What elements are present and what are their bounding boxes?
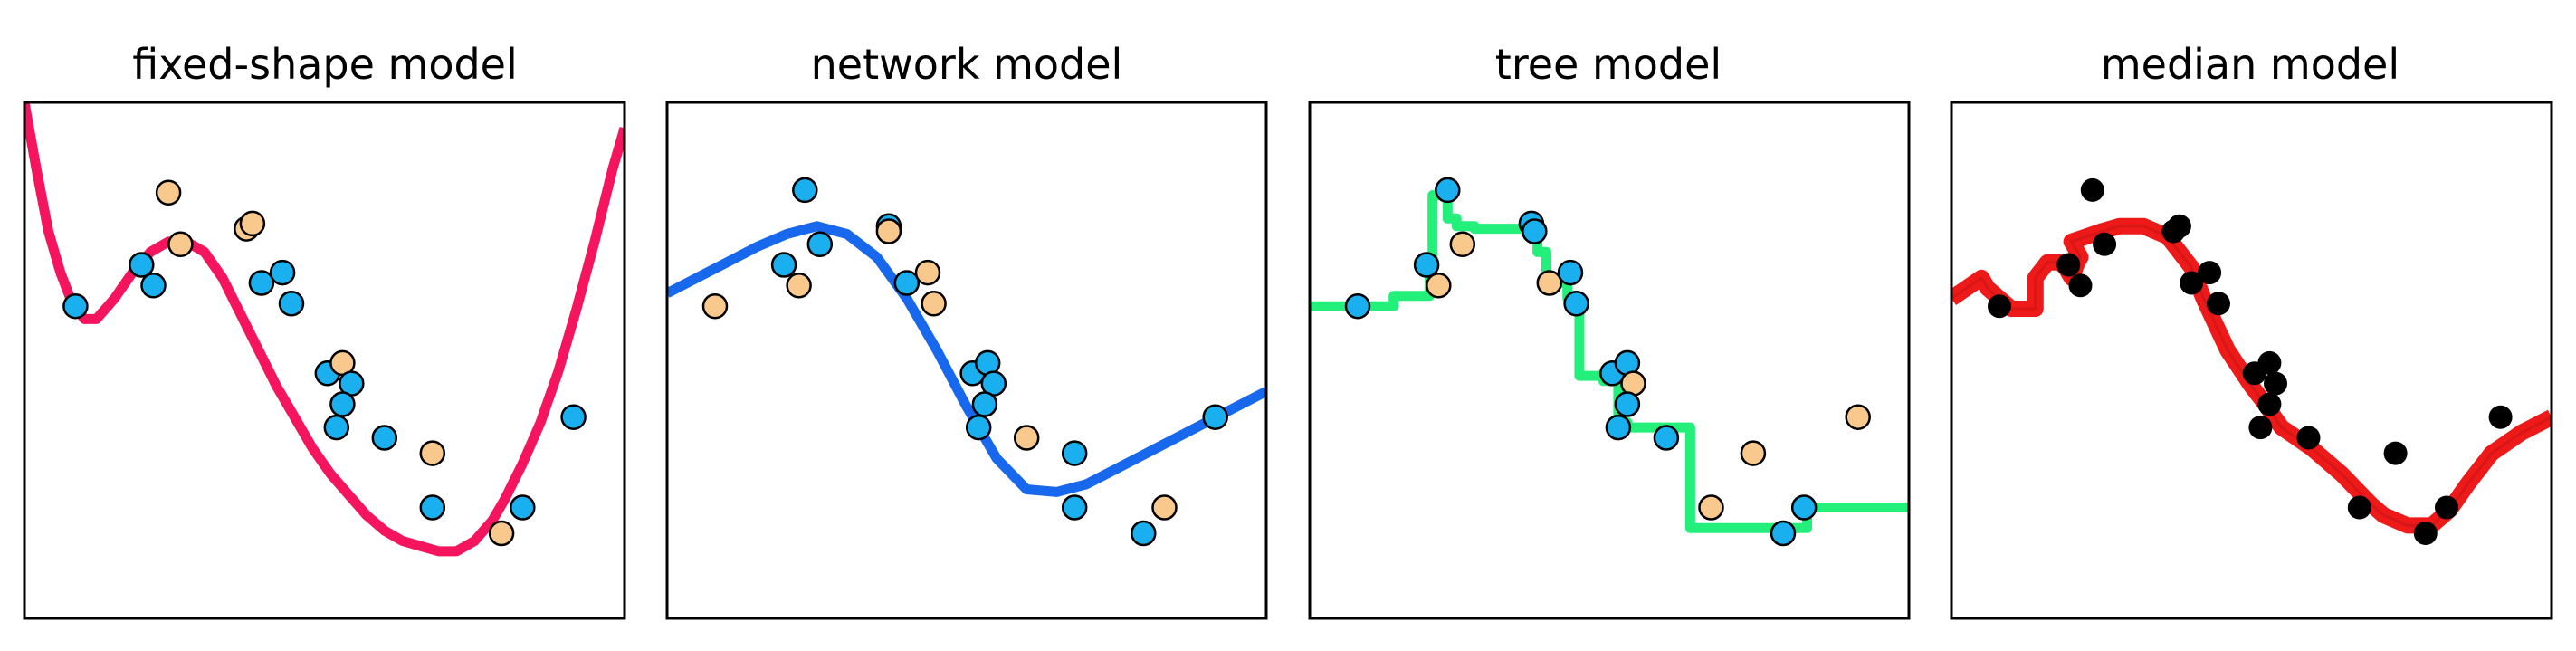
panel-median-model: median model (1950, 40, 2553, 620)
data-point (560, 404, 587, 430)
data-point (1426, 273, 1452, 299)
data-point (2257, 392, 2282, 416)
plot-content (1951, 177, 2552, 545)
model-line (24, 102, 625, 557)
data-point (1522, 218, 1548, 244)
data-point (2347, 495, 2371, 520)
data-point (140, 273, 167, 299)
axes-frame (665, 101, 1268, 620)
data-point (1344, 292, 1371, 320)
data-point (770, 252, 797, 278)
data-point (2056, 253, 2081, 277)
data-point (965, 414, 992, 441)
data-point (914, 259, 941, 286)
data-point (1988, 294, 2011, 319)
data-point (129, 252, 155, 278)
plot-content (1310, 177, 1909, 547)
data-point (701, 292, 729, 320)
data-point (1435, 177, 1461, 204)
data-point (62, 292, 89, 320)
plot-content (667, 177, 1266, 547)
data-point (2264, 371, 2287, 396)
data-point (1770, 520, 1797, 547)
data-point (2257, 350, 2282, 375)
data-point (1614, 391, 1641, 417)
data-point (1536, 270, 1563, 296)
axes-frame (1950, 101, 2553, 620)
data-point (1653, 425, 1680, 451)
data-point (792, 177, 818, 204)
panel-fixed-shape-model: fixed-shape model (23, 40, 626, 620)
plot-area (665, 101, 1268, 620)
data-point (2068, 273, 2093, 298)
axes-frame (23, 101, 626, 620)
data-point (2161, 219, 2186, 244)
data-point (2383, 441, 2408, 465)
panel-title: median model (2101, 40, 2399, 89)
data-point (488, 520, 515, 547)
data-point (1563, 291, 1589, 317)
data-point (167, 231, 194, 258)
axes-frame (1308, 101, 1911, 620)
data-point (2488, 405, 2513, 429)
data-point (1845, 404, 1871, 430)
data-point (371, 425, 398, 451)
data-point (1449, 231, 1476, 258)
data-point (1061, 440, 1088, 466)
model-line (1951, 217, 2552, 534)
data-point (875, 218, 902, 244)
data-point (248, 270, 275, 296)
data-point (1013, 425, 1040, 451)
data-point (1698, 494, 1724, 521)
data-point (1131, 520, 1157, 547)
data-point (2435, 495, 2458, 520)
data-point (893, 270, 921, 296)
data-point (1557, 259, 1584, 286)
data-point (269, 259, 296, 286)
model-line (667, 221, 1266, 497)
data-point (1413, 252, 1440, 278)
panel-title: fixed-shape model (132, 40, 518, 89)
data-point (2413, 522, 2438, 545)
data-point (510, 494, 536, 521)
panel-network-model: network model (665, 40, 1268, 620)
data-point (1202, 404, 1228, 430)
data-point (1790, 494, 1818, 521)
data-point (419, 440, 446, 466)
data-point (786, 273, 812, 299)
data-point (2296, 426, 2321, 450)
data-point (1740, 440, 1767, 466)
data-point (971, 391, 998, 417)
panel-title: tree model (1495, 40, 1722, 89)
data-point (2080, 177, 2104, 202)
data-point (419, 494, 446, 521)
data-point (1061, 494, 1088, 521)
data-point (323, 414, 350, 441)
data-point (2248, 416, 2273, 440)
data-point (2198, 261, 2222, 285)
data-point (1151, 494, 1178, 521)
panel-title: network model (811, 40, 1123, 89)
plot-area (1308, 101, 1911, 620)
data-point (1605, 414, 1632, 441)
data-point (2093, 232, 2117, 256)
model-line-edge (1951, 225, 2552, 527)
plot-content (24, 102, 625, 557)
plot-area (23, 101, 626, 620)
data-point (155, 179, 182, 206)
data-point (329, 391, 356, 417)
data-point (806, 231, 834, 258)
data-point (239, 210, 266, 237)
data-point (278, 291, 305, 317)
data-point (2180, 271, 2204, 295)
data-point (2207, 292, 2230, 316)
panel-tree-model: tree model (1308, 40, 1911, 620)
plot-area (1950, 101, 2553, 620)
data-point (921, 291, 947, 317)
